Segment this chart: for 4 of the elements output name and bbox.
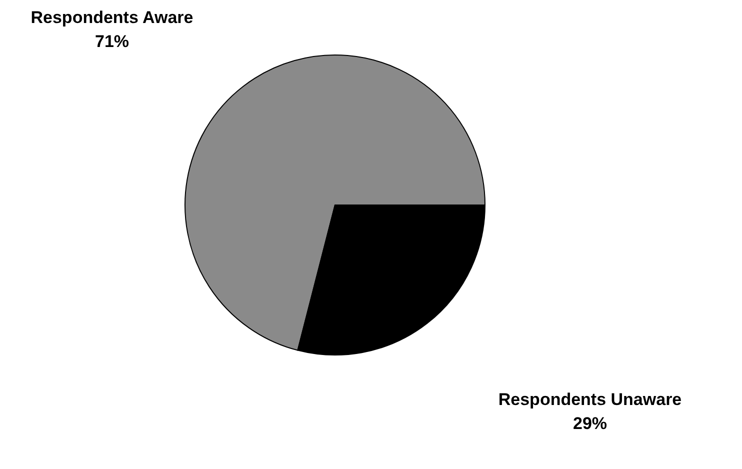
slice-label: Respondents Aware [30,8,194,27]
data-label: 71% [94,32,130,51]
data-label: 29% [572,414,608,433]
slice-label: Respondents Unaware [498,390,682,409]
